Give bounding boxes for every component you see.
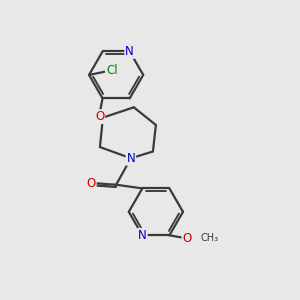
Text: N: N	[138, 229, 147, 242]
Text: O: O	[86, 177, 96, 190]
Text: Cl: Cl	[106, 64, 118, 77]
Text: N: N	[127, 152, 135, 165]
Text: O: O	[182, 232, 192, 245]
Text: CH₃: CH₃	[201, 233, 219, 243]
Text: N: N	[125, 45, 134, 58]
Text: O: O	[95, 110, 104, 123]
